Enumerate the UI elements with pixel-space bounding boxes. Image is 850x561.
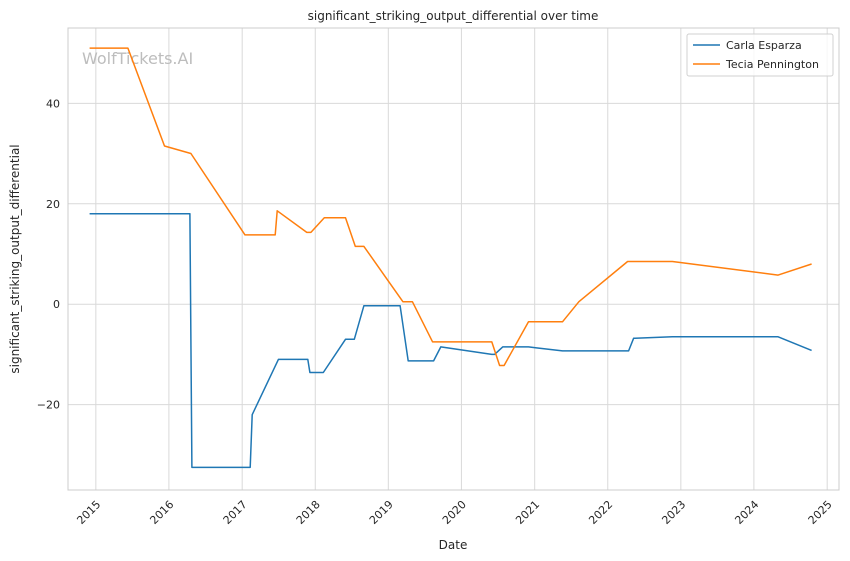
series-layer bbox=[89, 47, 812, 469]
chart-title: significant_striking_output_differential… bbox=[308, 9, 599, 23]
series-line-carla-esparza bbox=[89, 213, 812, 469]
legend-box bbox=[686, 33, 834, 77]
y-tick-label: 0 bbox=[53, 298, 60, 311]
legend-label-tecia-pennington: Tecia Pennington bbox=[725, 58, 819, 71]
y-axis-label: significant_striking_output_differential bbox=[8, 144, 22, 373]
watermark: WolfTickets.AI bbox=[82, 49, 193, 68]
y-tick-label: −20 bbox=[37, 399, 60, 412]
x-axis-label: Date bbox=[439, 538, 468, 552]
y-tick-label: 40 bbox=[46, 97, 60, 110]
y-tick-labels: −20 0 20 40 bbox=[37, 97, 60, 411]
y-tick-label: 20 bbox=[46, 198, 60, 211]
grid-lines bbox=[68, 28, 839, 490]
plot-frame bbox=[67, 27, 840, 491]
series-line-tecia-pennington bbox=[89, 47, 812, 367]
legend-label-carla-esparza: Carla Esparza bbox=[726, 39, 802, 52]
legend: Carla Esparza Tecia Pennington bbox=[686, 33, 834, 77]
